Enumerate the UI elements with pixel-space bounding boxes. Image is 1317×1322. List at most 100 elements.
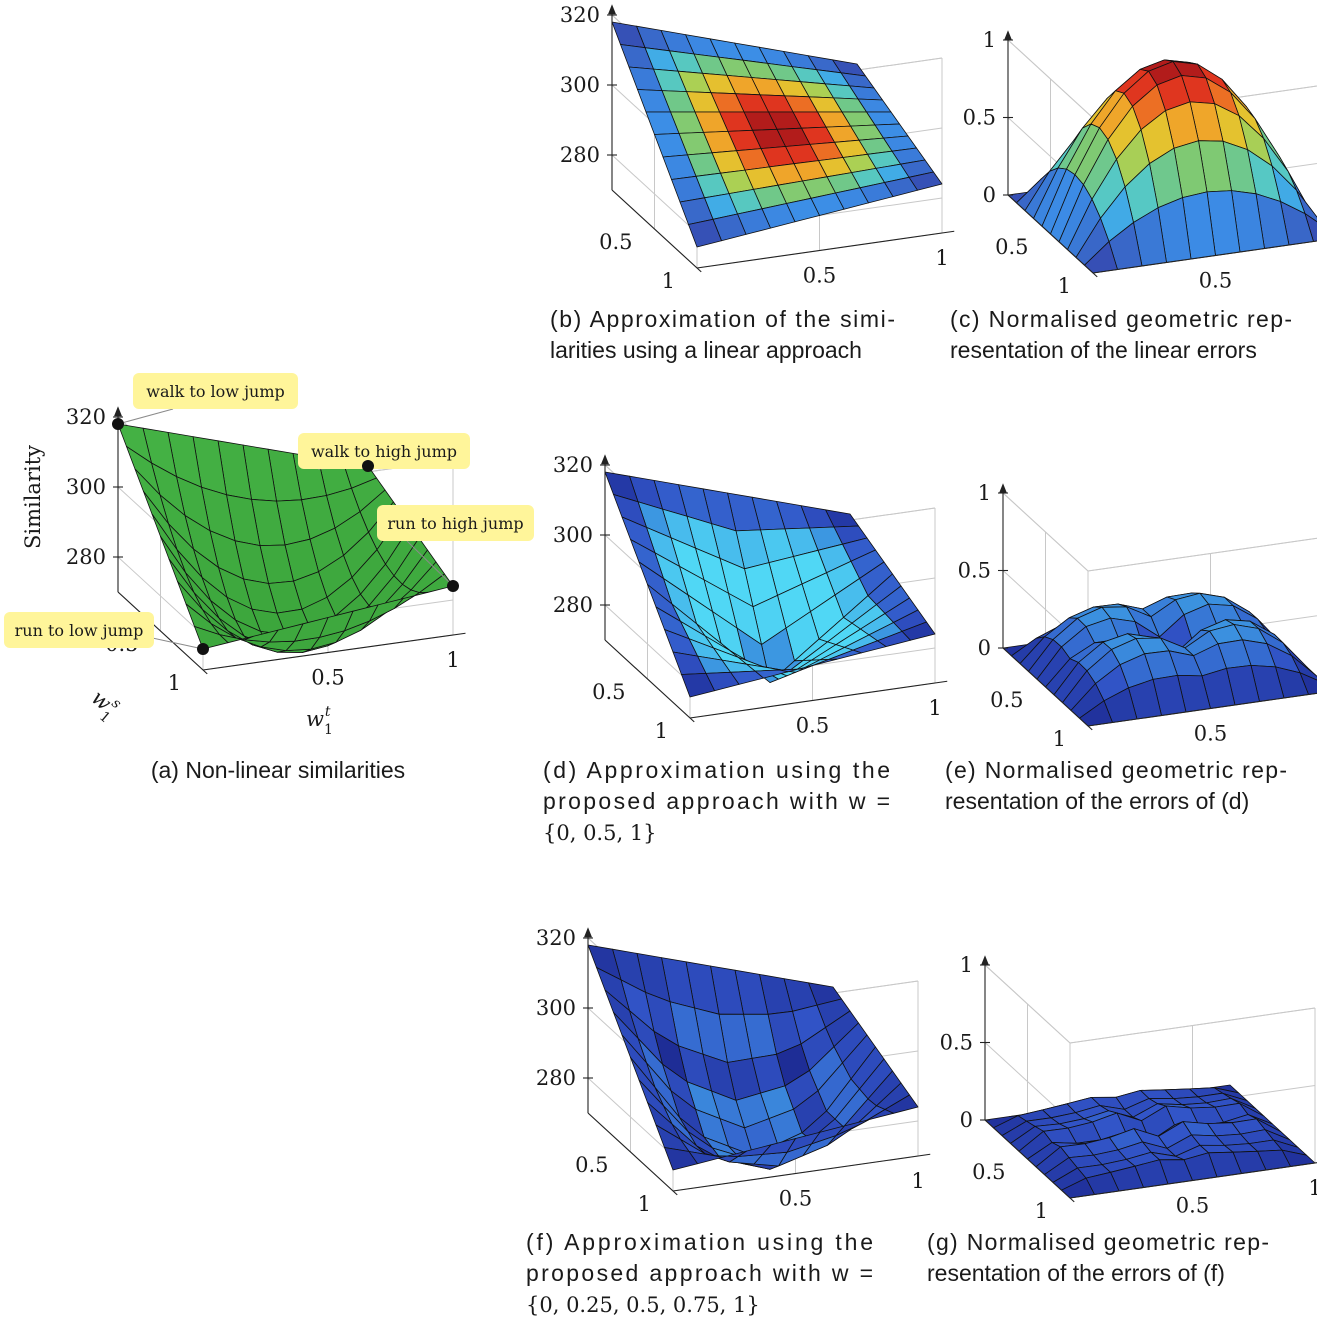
x-tick-label: 1 [935,246,948,270]
chart-b-axes [607,4,955,273]
chart-d-caption: (d) Approximation using the proposed appr… [543,757,890,845]
chart-a-caption: (a) Non-linear similarities [151,757,405,783]
y-tick-label: 0.5 [599,230,632,254]
z-tick-label: 1 [983,28,996,52]
caption-line: {0, 0.25, 0.5, 0.75, 1} [526,1293,760,1317]
chart-e-ticks: 10.500.510.51 [958,481,1228,751]
annotation-label: run to low jump [15,621,144,640]
chart-b-caption: (b) Approximation of the simi-larities u… [550,306,895,363]
z-tick-label: 320 [560,3,600,27]
z-tick-label: 300 [66,475,106,499]
chart-g-caption: (g) Normalised geometric rep-resentation… [927,1229,1269,1286]
annotation-box [4,612,154,648]
x-tick-label: 0.5 [779,1187,812,1211]
v-axis [1007,194,1098,278]
data-point-marker [197,643,209,655]
caption-line: {0, 0.5, 1} [543,821,657,845]
y-tick-label: 0.5 [990,688,1023,712]
x-axis-title-rendered: w1t [306,704,333,738]
annotation-box [377,505,534,541]
u-axis [689,680,948,719]
z-tick-label: 300 [560,73,600,97]
v-axis [611,189,702,273]
data-point-marker [447,580,459,592]
x-tick-label: 1 [446,648,459,672]
z-axis-arrow [584,927,592,938]
data-point-marker [112,418,124,430]
x-tick-label: 0.5 [311,666,344,690]
v-axis [587,1112,678,1196]
chart-e: 10.500.510.51(e) Normalised geometric re… [945,481,1317,814]
z-tick-label: 280 [66,545,106,569]
annotation-label: walk to high jump [311,442,457,461]
y-tick-label: 1 [1035,1199,1048,1223]
chart-d-axes [600,454,948,723]
annotation-box [133,373,298,409]
caption-line: (d) Approximation using the [543,757,890,783]
chart-f-ticks: 320 300 280 0.5 1 0.5 1 [536,926,925,1216]
caption-line: (c) Normalised geometric rep- [950,306,1292,332]
chart-d-surface [604,471,936,698]
z-tick-label: 0.5 [963,106,996,130]
z-axis-arrow [608,4,616,15]
chart-e-surface [1002,592,1317,727]
x-tick-label: 1 [928,696,941,720]
v-axis [984,1119,1075,1203]
y-tick-label: 0.5 [972,1160,1005,1184]
caption-line: resentation of the errors of (f) [927,1260,1225,1286]
z-tick-label: 1 [978,481,991,505]
y-tick-label: 1 [655,719,668,743]
chart-d-ticks: 320 300 280 0.5 1 0.5 1 [553,453,942,743]
z-tick-label: 0 [978,636,991,660]
annotation-box [298,433,470,469]
chart-g: 1 0.5 0 0.5 1 0.5 1 (g) Normalised geometric re… [927,953,1317,1286]
z-tick-label: 0 [960,1108,973,1132]
v-axis [1002,647,1093,731]
z-axis-arrow [981,955,989,966]
z-tick-label: 0.5 [958,559,991,583]
chart-f-caption: (f) Approximation using the proposed appr… [526,1229,873,1317]
z-axis-title: Similarity [21,445,45,549]
surface-cell [688,218,722,248]
chart-e-axes [998,483,1317,731]
chart-b: 320 300 280 0.5 1 0.5 1 (b) Approximation of th… [550,3,955,363]
caption-line: (b) Approximation of the simi- [550,306,895,332]
y-tick-label: 0.5 [592,680,625,704]
annotation-label: run to high jump [387,514,523,533]
z-tick-label: 320 [536,926,576,950]
chart-g-surface [984,1084,1316,1199]
x-tick-label: 0.5 [796,714,829,738]
caption-line: (a) Non-linear similarities [151,757,405,783]
v-axis [604,639,695,723]
z-axis-arrow [999,483,1007,494]
surface-cell [611,21,646,49]
z-tick-label: 1 [960,953,973,977]
z-tick-label: 300 [536,996,576,1020]
y-tick-label: 1 [1058,274,1071,298]
z-tick-label: 300 [553,523,593,547]
z-tick-label: 280 [560,143,600,167]
chart-c-ticks: 10.500.510.51 [963,28,1233,298]
chart-c-caption: (c) Normalised geometric rep-resentation… [950,306,1292,363]
caption-line: proposed approach with w = [526,1260,873,1286]
u-axis [1069,1162,1317,1199]
chart-g-axes [980,955,1317,1203]
chart-f-surface [587,944,919,1171]
x-tick-label: 0.5 [803,264,836,288]
z-axis-arrow [1004,30,1012,41]
x-tick-label: 1 [1308,1176,1317,1200]
u-axis [1092,240,1317,274]
z-tick-label: 320 [66,405,106,429]
chart-f: 320 300 280 0.5 1 0.5 1 (f) Approximation using… [526,926,931,1317]
u-axis [672,1153,931,1192]
annotations: walk to low jump walk to high jump run to … [4,373,534,650]
u-axis [1087,692,1317,727]
y-tick-label: 0.5 [575,1153,608,1177]
x-tick-label: 0.5 [1176,1194,1209,1218]
surface-cell [664,1147,698,1171]
chart-b-ticks: 320 300 280 0.5 1 0.5 1 [560,3,949,293]
data-point-marker [362,460,374,472]
